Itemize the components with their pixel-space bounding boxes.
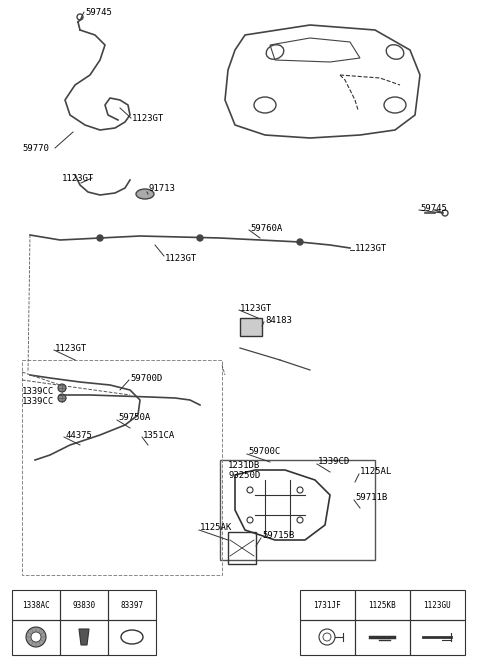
Text: 83397: 83397 bbox=[120, 600, 144, 610]
Bar bbox=[60, 590, 108, 620]
Circle shape bbox=[58, 384, 66, 392]
Text: 59750A: 59750A bbox=[118, 414, 150, 422]
Text: 1125KB: 1125KB bbox=[368, 600, 396, 610]
Text: 1351CA: 1351CA bbox=[143, 430, 175, 440]
Bar bbox=[300, 590, 355, 620]
Text: 1339CD: 1339CD bbox=[318, 457, 350, 467]
Text: 59715B: 59715B bbox=[262, 532, 294, 540]
Bar bbox=[355, 620, 410, 655]
Bar bbox=[240, 318, 262, 336]
Text: 1123GT: 1123GT bbox=[355, 244, 387, 252]
Circle shape bbox=[297, 239, 303, 245]
Text: 59770: 59770 bbox=[22, 144, 49, 152]
Text: 1125AK: 1125AK bbox=[200, 524, 232, 532]
Ellipse shape bbox=[136, 189, 154, 199]
Bar bbox=[220, 460, 375, 560]
Text: 1123GT: 1123GT bbox=[55, 344, 87, 352]
Text: 1125AL: 1125AL bbox=[360, 467, 392, 477]
Text: 1338AC: 1338AC bbox=[22, 600, 50, 610]
Text: 91713: 91713 bbox=[148, 183, 175, 193]
Bar bbox=[22, 360, 222, 575]
Text: 59745: 59745 bbox=[85, 7, 112, 17]
Text: 93830: 93830 bbox=[72, 600, 96, 610]
Text: 1123GT: 1123GT bbox=[240, 303, 272, 312]
Text: 84183: 84183 bbox=[265, 316, 292, 324]
Text: 1231DB: 1231DB bbox=[228, 461, 260, 469]
Circle shape bbox=[31, 632, 41, 642]
Text: 59700D: 59700D bbox=[130, 373, 162, 383]
Text: 1123GT: 1123GT bbox=[62, 173, 94, 183]
Bar bbox=[410, 590, 465, 620]
Text: 59745: 59745 bbox=[420, 203, 447, 213]
Bar bbox=[108, 590, 156, 620]
Circle shape bbox=[97, 235, 103, 241]
Text: 59760A: 59760A bbox=[250, 224, 282, 232]
Text: 93250D: 93250D bbox=[228, 471, 260, 481]
Bar bbox=[60, 620, 108, 655]
Text: 1339CC: 1339CC bbox=[22, 397, 54, 406]
Circle shape bbox=[26, 627, 46, 647]
Text: 44375: 44375 bbox=[65, 430, 92, 440]
Text: 59711B: 59711B bbox=[355, 493, 387, 502]
Bar bbox=[410, 620, 465, 655]
Bar bbox=[228, 532, 256, 564]
Bar bbox=[12, 590, 60, 620]
Circle shape bbox=[197, 235, 203, 241]
Text: 1123GT: 1123GT bbox=[165, 254, 197, 263]
Bar bbox=[108, 620, 156, 655]
Bar bbox=[300, 620, 355, 655]
Text: 1731JF: 1731JF bbox=[313, 600, 341, 610]
Circle shape bbox=[58, 394, 66, 402]
Polygon shape bbox=[79, 629, 89, 645]
Bar bbox=[355, 590, 410, 620]
Text: 1339CC: 1339CC bbox=[22, 387, 54, 397]
Text: 1123GU: 1123GU bbox=[423, 600, 451, 610]
Bar bbox=[12, 620, 60, 655]
Text: 59700C: 59700C bbox=[248, 448, 280, 457]
Text: 1123GT: 1123GT bbox=[132, 113, 164, 122]
